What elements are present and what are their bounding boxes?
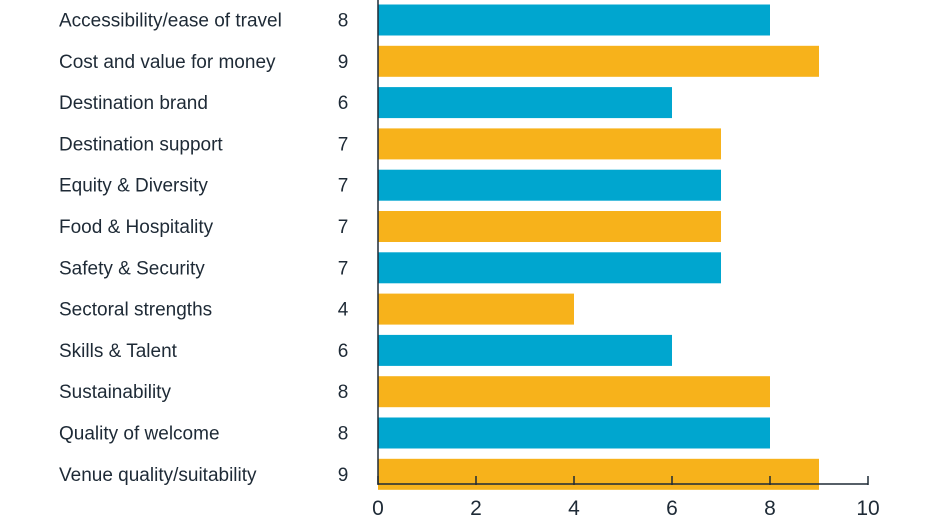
category-label: Skills & Talent	[59, 341, 178, 362]
x-tick-label: 10	[856, 497, 879, 520]
x-tick-label: 0	[372, 497, 384, 520]
bar-1	[378, 4, 770, 36]
bar-2	[378, 45, 819, 77]
bar-4	[378, 128, 721, 160]
value-label: 7	[338, 258, 349, 279]
category-label: Sectoral strengths	[59, 300, 212, 321]
x-tick-label: 2	[470, 497, 482, 520]
category-label: Equity & Diversity	[59, 176, 208, 197]
category-label: Destination support	[59, 134, 223, 155]
category-label: Quality of welcome	[59, 424, 220, 445]
value-label: 7	[338, 217, 349, 238]
value-label: 8	[338, 424, 349, 445]
category-label: Sustainability	[59, 382, 171, 403]
category-label: Safety & Security	[59, 258, 205, 279]
x-tick-label: 4	[568, 497, 580, 520]
value-label: 4	[338, 300, 349, 321]
value-label: 8	[338, 11, 349, 32]
x-axis: 0 2 4 6 8 10	[372, 0, 880, 520]
bar-10	[378, 376, 770, 408]
bar-6	[378, 211, 721, 242]
bar-11	[378, 417, 770, 449]
value-label: 9	[338, 52, 349, 73]
category-label: Accessibility/ease of travel	[59, 11, 282, 32]
value-label: 6	[338, 341, 349, 362]
value-label: 7	[338, 176, 349, 197]
x-tick-label: 8	[764, 497, 776, 520]
category-labels: Accessibility/ease of travel Cost and val…	[59, 11, 282, 486]
bars-layer	[378, 4, 819, 490]
bar-8	[378, 293, 574, 325]
category-label: Destination brand	[59, 93, 208, 114]
bar-9	[378, 334, 672, 366]
value-label: 9	[338, 465, 349, 486]
bar-12	[378, 458, 819, 490]
value-label: 8	[338, 382, 349, 403]
bar-7	[378, 252, 721, 284]
x-tick-label: 6	[666, 497, 678, 520]
value-label: 6	[338, 93, 349, 114]
category-label: Food & Hospitality	[59, 217, 214, 238]
category-label: Cost and value for money	[59, 52, 276, 73]
value-label: 7	[338, 134, 349, 155]
value-labels: 8 9 6 7 7 7 7 4 6 8 8 9	[338, 11, 349, 486]
category-label: Venue quality/suitability	[59, 465, 257, 486]
bar-5	[378, 169, 721, 201]
bar-3	[378, 87, 672, 119]
